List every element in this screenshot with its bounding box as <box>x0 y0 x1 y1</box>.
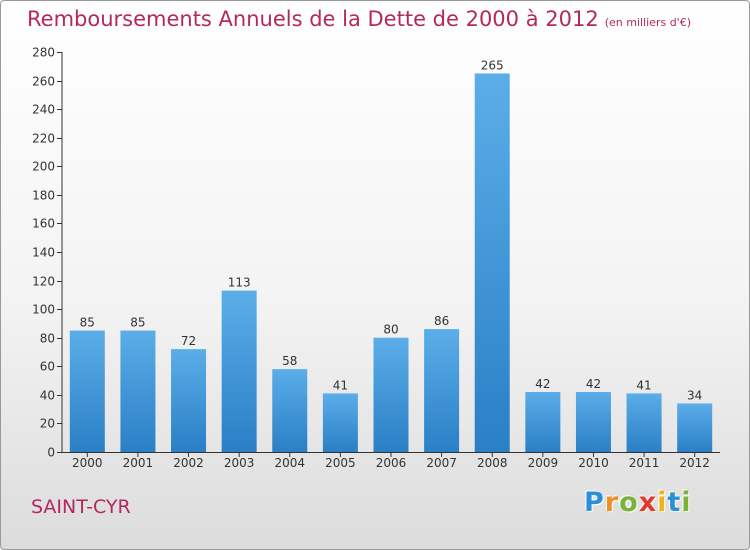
y-tick-label: 240 <box>32 103 55 117</box>
x-tick-label: 2001 <box>123 456 154 470</box>
bar-value-label: 34 <box>687 388 702 402</box>
bar-value-label: 42 <box>535 377 550 391</box>
logo-letter: P <box>584 487 605 518</box>
x-tick-label: 2009 <box>528 456 559 470</box>
bar <box>272 369 308 452</box>
x-tick-label: 2012 <box>679 456 710 470</box>
x-tick-label: 2005 <box>325 456 356 470</box>
bar-value-label: 80 <box>383 323 398 337</box>
logo-letter: x <box>638 487 658 518</box>
x-tick-label: 2008 <box>477 456 508 470</box>
logo-letter: o <box>619 487 639 518</box>
bar <box>373 337 409 452</box>
logo-letter: t <box>667 487 682 518</box>
bar-value-label: 72 <box>181 334 196 348</box>
logo-letter: r <box>604 487 620 518</box>
y-tick-label: 140 <box>32 246 55 260</box>
x-tick-label: 2000 <box>72 456 103 470</box>
chart-title: Remboursements Annuels de la Dette de 20… <box>27 7 691 31</box>
y-tick-label: 20 <box>40 417 55 431</box>
y-tick-label: 220 <box>32 132 55 146</box>
x-tick-label: 2002 <box>173 456 204 470</box>
bar-value-label: 86 <box>434 314 449 328</box>
bar-value-label: 58 <box>282 354 297 368</box>
bar-value-label: 113 <box>228 276 251 290</box>
bar-value-label: 85 <box>130 316 145 330</box>
y-tick-label: 40 <box>40 389 55 403</box>
y-tick-label: 120 <box>32 275 55 289</box>
bar-value-label: 41 <box>333 378 348 392</box>
city-name: SAINT-CYR <box>31 496 131 518</box>
bar <box>69 330 105 452</box>
bar <box>322 393 358 452</box>
proxiti-logo[interactable]: Proxiti <box>584 487 692 518</box>
x-tick-label: 2011 <box>629 456 660 470</box>
y-tick-label: 0 <box>47 446 55 460</box>
y-tick-label: 160 <box>32 217 55 231</box>
bar <box>626 393 662 452</box>
y-tick-label: 200 <box>32 160 55 174</box>
x-tick-label: 2007 <box>426 456 457 470</box>
bar <box>424 329 460 452</box>
x-tick-label: 2003 <box>224 456 255 470</box>
y-tick-label: 260 <box>32 75 55 89</box>
chart-title-text: Remboursements Annuels de la Dette de 20… <box>27 7 599 31</box>
logo-letter: i <box>657 487 668 518</box>
bar <box>677 403 713 452</box>
y-tick-label: 280 <box>32 46 55 60</box>
bar <box>575 392 611 452</box>
bar <box>120 330 156 452</box>
bar <box>525 392 561 452</box>
bar <box>221 290 257 452</box>
chart-subtitle: (en milliers d'€) <box>604 16 691 29</box>
bar-value-label: 85 <box>80 316 95 330</box>
x-tick-label: 2004 <box>274 456 305 470</box>
bar-value-label: 42 <box>586 377 601 391</box>
bar <box>474 73 510 452</box>
x-tick-label: 2006 <box>376 456 407 470</box>
bar-value-label: 265 <box>481 58 504 72</box>
bar <box>171 349 207 452</box>
bar-value-label: 41 <box>636 378 651 392</box>
y-tick-label: 100 <box>32 303 55 317</box>
x-tick-label: 2010 <box>578 456 609 470</box>
logo-letter: i <box>681 487 692 518</box>
y-tick-label: 60 <box>40 360 55 374</box>
y-tick-label: 180 <box>32 189 55 203</box>
y-tick-label: 80 <box>40 332 55 346</box>
